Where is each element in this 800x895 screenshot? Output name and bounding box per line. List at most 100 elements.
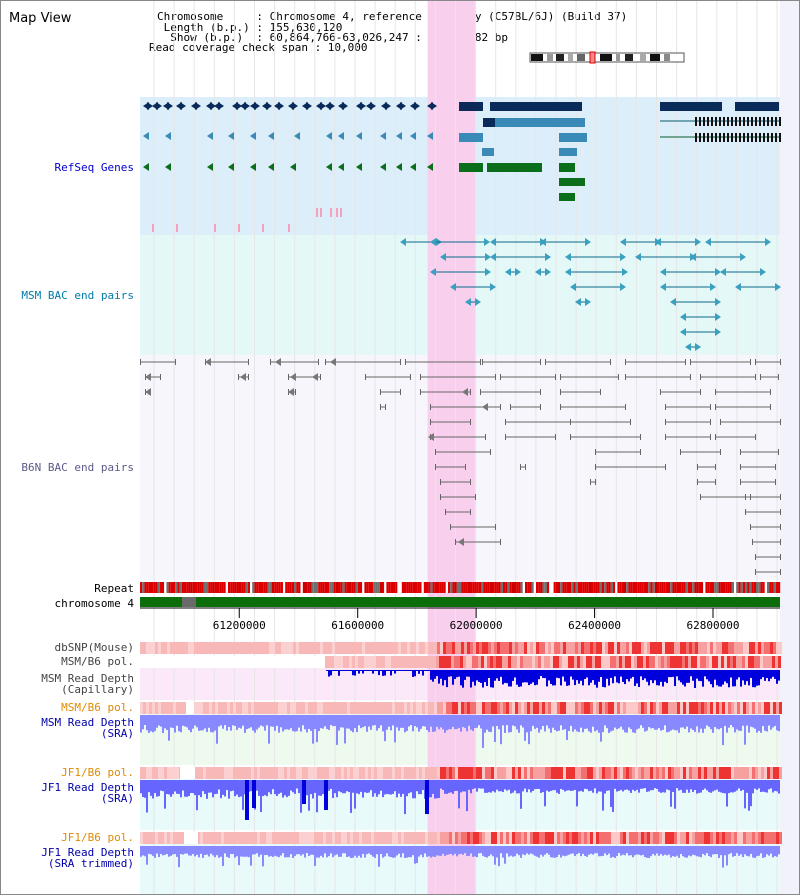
depth-bar — [302, 715, 304, 726]
repeat-segment — [582, 582, 585, 593]
depth-bar — [482, 780, 484, 789]
pol-segment — [161, 642, 164, 654]
bac-end — [665, 404, 666, 410]
depth-bar — [356, 780, 358, 794]
pol-segment — [677, 832, 680, 844]
pol-segment — [575, 702, 578, 714]
gene-tick — [320, 208, 322, 217]
depth-bar — [464, 846, 466, 854]
depth-bar — [156, 715, 158, 728]
depth-bar — [282, 846, 284, 854]
depth-bar — [596, 780, 598, 794]
depth-bar — [438, 846, 440, 856]
depth-bar — [660, 715, 662, 731]
pol-segment — [284, 832, 287, 844]
depth-bar — [602, 780, 604, 811]
pol-segment — [170, 832, 173, 844]
pol-segment — [446, 702, 449, 714]
pol-segment — [239, 832, 242, 844]
depth-bar — [764, 846, 766, 858]
track-label-msm-bac[interactable]: MSM BAC end pairs — [21, 289, 134, 302]
gene-arrow — [356, 132, 362, 140]
pol-segment — [203, 832, 206, 844]
depth-bar — [390, 846, 392, 858]
pol-segment — [746, 832, 749, 844]
exon — [767, 133, 769, 142]
pol-segment — [350, 767, 353, 779]
pol-segment — [659, 642, 662, 654]
pol-segment — [401, 767, 404, 779]
gene-block — [559, 193, 575, 201]
depth-bar — [296, 846, 298, 855]
depth-bar — [366, 715, 368, 732]
depth-bar — [748, 715, 750, 733]
depth-bar — [628, 670, 630, 682]
depth-bar — [618, 780, 620, 791]
pol-segment — [728, 642, 731, 654]
depth-bar — [524, 670, 526, 683]
repeat-segment — [668, 582, 671, 593]
pol-blank — [180, 767, 195, 779]
bac-end — [697, 479, 698, 485]
pol-segment — [146, 642, 149, 654]
pol-segment — [706, 656, 709, 668]
depth-bar — [404, 846, 406, 858]
depth-bar — [680, 670, 682, 683]
depth-bar — [492, 715, 494, 727]
bac-end — [740, 479, 741, 485]
pol-segment — [343, 656, 346, 668]
pol-segment — [530, 832, 533, 844]
pol-segment — [236, 832, 239, 844]
pol-segment — [491, 832, 494, 844]
depth-bar — [430, 715, 432, 727]
depth-bar — [742, 780, 744, 790]
pol-segment — [356, 702, 359, 714]
bac-end — [700, 389, 701, 395]
repeat-segment — [707, 582, 710, 593]
depth-bar — [398, 846, 400, 854]
depth-bar — [466, 846, 468, 856]
bac-end — [485, 253, 491, 261]
depth-bar — [300, 846, 302, 856]
depth-bar — [744, 715, 746, 745]
pol-segment — [140, 767, 143, 779]
pol-segment — [467, 767, 470, 779]
repeat-segment — [487, 582, 490, 593]
depth-bar — [472, 670, 474, 682]
axis-tick-label: 61200000 — [213, 619, 266, 632]
pol-segment — [523, 656, 526, 668]
ideogram-band — [531, 54, 543, 61]
depth-bar — [658, 846, 660, 856]
pol-segment — [563, 832, 566, 844]
pol-segment — [446, 767, 449, 779]
repeat-segment — [492, 582, 495, 593]
track-label-refseq-genes[interactable]: RefSeq Genes — [54, 161, 134, 174]
repeat-segment — [514, 582, 517, 593]
depth-bar — [376, 670, 378, 671]
pol-segment — [707, 702, 710, 714]
depth-bar — [252, 715, 254, 731]
pol-segment — [173, 832, 176, 844]
pol-segment — [458, 702, 461, 714]
gene-arrow — [410, 163, 416, 171]
gene-arrow — [356, 163, 362, 171]
depth-bar — [404, 670, 406, 671]
pol-segment — [578, 767, 581, 779]
pol-segment — [761, 702, 764, 714]
depth-bar — [622, 846, 624, 855]
depth-bar — [332, 846, 334, 858]
pol-segment — [554, 702, 557, 714]
track-label-b6n-bac[interactable]: B6N BAC end pairs — [21, 461, 134, 474]
pol-segment — [605, 702, 608, 714]
depth-bar — [618, 670, 620, 684]
pol-segment — [671, 767, 674, 779]
depth-bar — [586, 780, 588, 790]
depth-bar — [524, 715, 526, 741]
bac-end — [715, 298, 721, 306]
depth-bar — [680, 715, 682, 728]
depth-bar — [548, 715, 550, 729]
repeat-segment — [459, 582, 462, 593]
pol-segment — [509, 767, 512, 779]
pol-segment — [239, 642, 242, 654]
